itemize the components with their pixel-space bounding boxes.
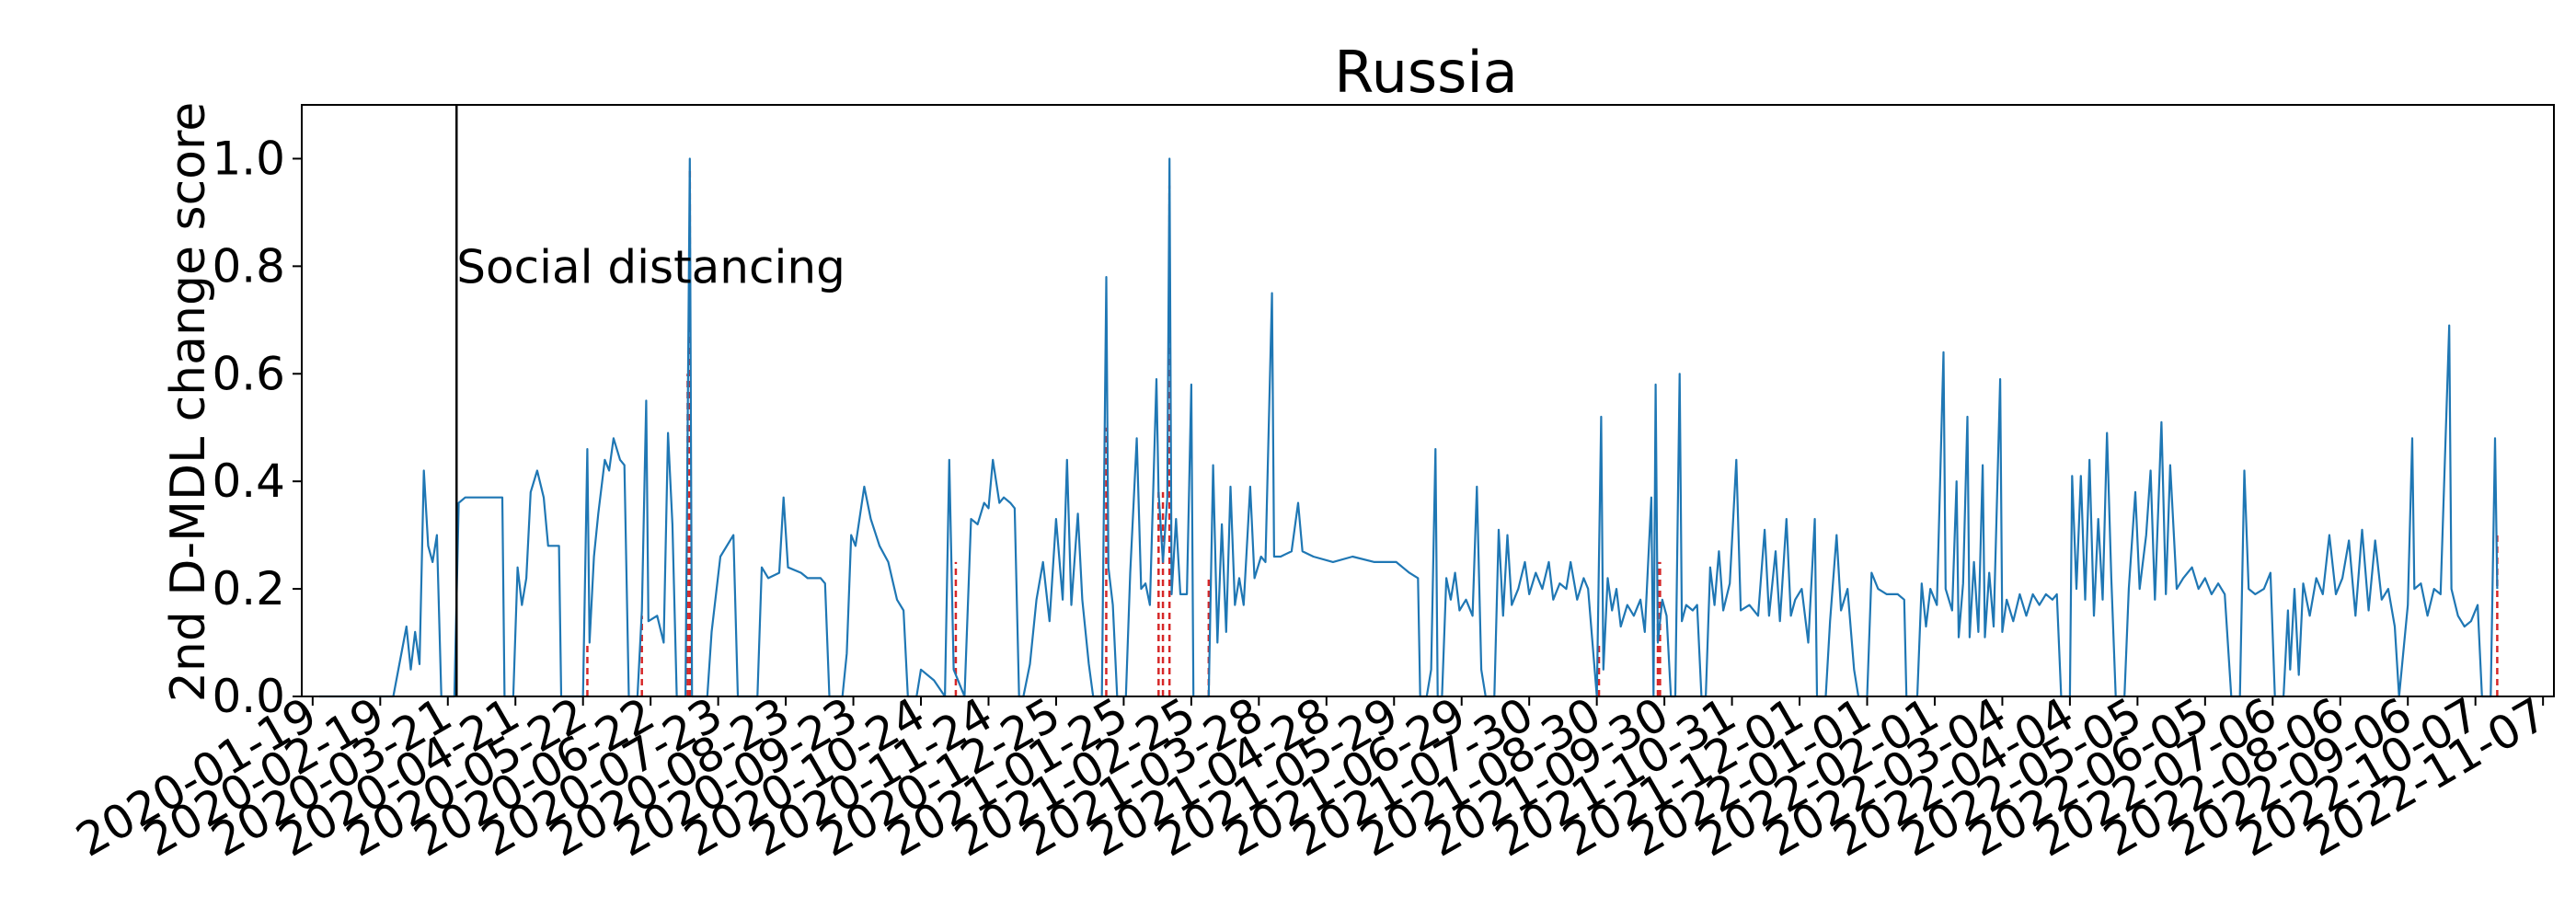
- y-tick-label: 0.4: [212, 454, 285, 508]
- plot-area: 0.00.20.40.60.81.02020-01-192020-02-1920…: [67, 105, 2556, 868]
- y-tick-label: 1.0: [212, 132, 285, 185]
- y-tick-label: 0.6: [212, 347, 285, 400]
- series-line: [319, 157, 2499, 698]
- plot-frame: [301, 104, 2555, 697]
- y-tick-label: 0.2: [212, 562, 285, 615]
- y-axis-label: 2nd D-MDL change score: [161, 102, 216, 702]
- y-tick-label: 0.0: [212, 670, 285, 723]
- y-tick-label: 0.8: [212, 239, 285, 293]
- chart-title: Russia: [1334, 39, 1517, 106]
- event-annotation: Social distancing: [456, 240, 845, 293]
